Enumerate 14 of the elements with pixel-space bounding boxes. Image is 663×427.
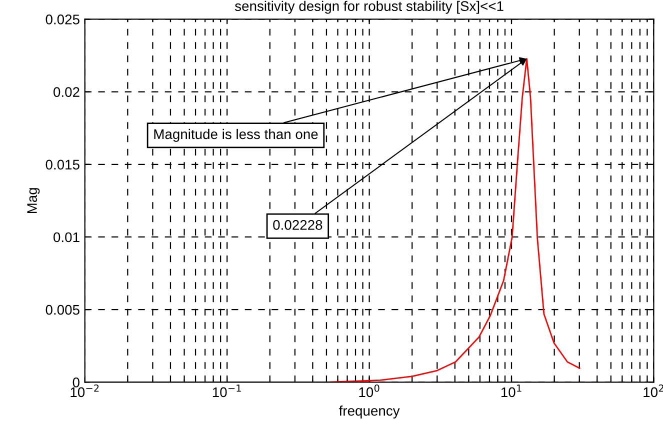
chart-title: sensitivity design for robust stability [Sx]<<1	[234, 0, 504, 14]
x-tick-label: 10$^{1}$	[501, 384, 522, 398]
x-axis-title: frequency	[338, 406, 400, 418]
annotation: 0.02228	[273, 220, 322, 230]
y-axis-title: Mag	[27, 188, 40, 214]
x-tick-label: 10$^{−1}$	[212, 384, 241, 398]
x-tick-label: 10$^{0}$	[359, 384, 380, 398]
y-tick-label: 0.015	[46, 160, 80, 170]
annotation: Magnitude is less than one	[154, 128, 318, 142]
y-tick-label: 0.01	[54, 232, 80, 242]
y-tick-label: 0.025	[46, 14, 80, 24]
x-tick-label: 10$^{2}$	[644, 384, 663, 398]
y-tick-label: 0.02	[54, 87, 80, 97]
y-tick-label: 0.005	[46, 304, 80, 315]
